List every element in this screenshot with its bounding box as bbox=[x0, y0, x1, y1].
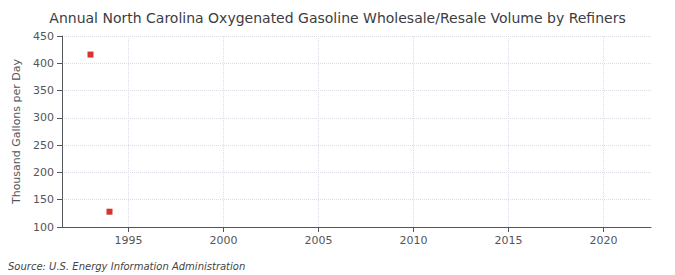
svg-text:450: 450 bbox=[33, 30, 54, 43]
svg-text:300: 300 bbox=[33, 111, 54, 124]
svg-text:2005: 2005 bbox=[305, 234, 333, 247]
svg-text:200: 200 bbox=[33, 166, 54, 179]
svg-text:2015: 2015 bbox=[495, 234, 523, 247]
svg-text:Thousand Gallons per Day: Thousand Gallons per Day bbox=[10, 58, 23, 205]
svg-text:250: 250 bbox=[33, 139, 54, 152]
svg-text:2000: 2000 bbox=[210, 234, 238, 247]
svg-text:350: 350 bbox=[33, 84, 54, 97]
svg-text:Source: U.S. Energy Informatio: Source: U.S. Energy Information Administ… bbox=[8, 261, 245, 272]
svg-text:1995: 1995 bbox=[115, 234, 143, 247]
svg-text:150: 150 bbox=[33, 193, 54, 206]
svg-text:2020: 2020 bbox=[590, 234, 618, 247]
svg-text:2010: 2010 bbox=[400, 234, 428, 247]
svg-text:100: 100 bbox=[33, 221, 54, 234]
svg-text:400: 400 bbox=[33, 57, 54, 70]
svg-text:Annual North Carolina Oxygenat: Annual North Carolina Oxygenated Gasolin… bbox=[49, 10, 625, 26]
